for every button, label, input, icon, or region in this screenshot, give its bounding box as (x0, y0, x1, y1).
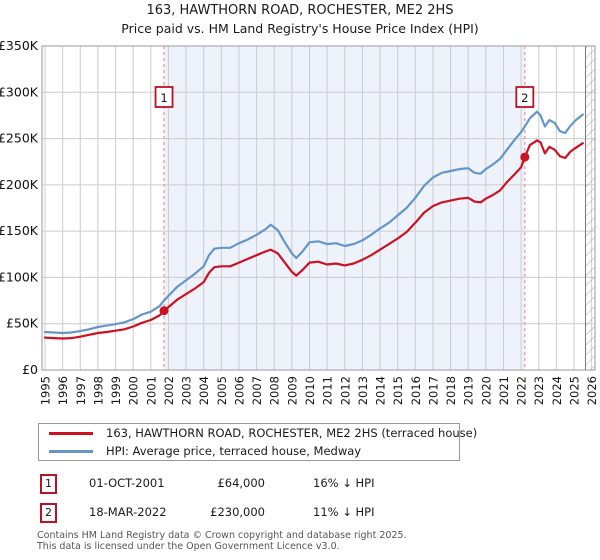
x-tick-label: 2003 (180, 376, 194, 405)
y-tick-label: £200K (0, 177, 39, 192)
transaction-2-price: £230,000 (210, 505, 265, 519)
license-footer: Contains HM Land Registry data © Crown c… (37, 530, 597, 552)
x-tick-label: 2001 (144, 376, 158, 405)
x-tick-label: 2025 (568, 376, 582, 405)
x-tick-label: 1996 (56, 376, 70, 405)
x-tick-label: 2014 (374, 376, 388, 405)
sale-marker-box-2 (515, 86, 535, 108)
legend-label-hpi: HPI: Average price, terraced house, Medw… (106, 444, 362, 458)
x-tick-label: 2004 (197, 376, 211, 405)
x-tick-label: 2017 (426, 376, 440, 405)
y-tick-label: £100K (0, 269, 39, 284)
transaction-1-price: £64,000 (217, 476, 265, 490)
y-tick-label: £350K (0, 38, 39, 53)
chart-title: 163, HAWTHORN ROAD, ROCHESTER, ME2 2HS (146, 3, 454, 18)
x-tick-label: 2015 (391, 376, 405, 405)
legend-label-property: 163, HAWTHORN ROAD, ROCHESTER, ME2 2HS (… (106, 426, 478, 440)
footer-line-1: Contains HM Land Registry data © Crown c… (37, 530, 407, 541)
y-tick-label: £50K (6, 316, 39, 331)
sale-dot-2 (520, 152, 530, 162)
y-tick-label: £150K (0, 223, 39, 238)
x-tick-label: 2000 (127, 376, 141, 405)
future-hatch-region (585, 46, 595, 370)
price-history-chart: 1 2 £0 £50K £100K £150K £200K £250K £300K £350K 19… (0, 38, 599, 405)
legend-item-property: 163, HAWTHORN ROAD, ROCHESTER, ME2 2HS (… (39, 426, 477, 441)
x-tick-label: 1995 (38, 376, 52, 405)
transaction-row-2: 2 18-MAR-2022 £230,000 11% ↓ HPI (0, 503, 600, 523)
transaction-2-vs-hpi: 11% ↓ HPI (313, 505, 375, 519)
plot-border (41, 45, 596, 371)
property-price-line (43, 139, 584, 340)
x-tick-label: 2019 (462, 376, 476, 405)
x-tick-label: 2005 (215, 376, 229, 405)
sale-dot-1 (159, 306, 169, 316)
hpi-line-swatch (49, 449, 93, 453)
x-tick-label: 2024 (550, 376, 564, 405)
x-tick-label: 2020 (479, 376, 493, 405)
y-tick-label: £300K (0, 84, 39, 99)
sale-marker-number-2: 2 (521, 91, 528, 105)
x-tick-label: 2023 (532, 376, 546, 405)
hpi-line (43, 110, 584, 335)
x-tick-label: 2012 (338, 376, 352, 405)
x-tick-label: 2021 (497, 376, 511, 405)
x-tick-label: 2016 (409, 376, 423, 405)
x-tick-label: 2018 (444, 376, 458, 405)
x-tick-label: 1998 (91, 376, 105, 405)
sale-marker-box-1 (154, 86, 174, 108)
sale-marker-number-1: 1 (160, 91, 167, 105)
x-tick-label: 1999 (109, 376, 123, 405)
footer-line-2: This data is licensed under the Open Gov… (37, 541, 340, 552)
property-line-swatch (49, 431, 93, 435)
transaction-2-date: 18-MAR-2022 (89, 505, 167, 519)
x-tick-label: 1997 (74, 376, 88, 405)
x-tick-label: 2013 (356, 376, 370, 405)
x-tick-label: 2009 (285, 376, 299, 405)
transaction-2-marker: 2 (40, 503, 57, 523)
x-tick-label: 2010 (303, 376, 317, 405)
x-tick-label: 2008 (268, 376, 282, 405)
x-tick-label: 2007 (250, 376, 264, 405)
x-tick-label: 2026 (585, 376, 599, 405)
x-tick-label: 2006 (232, 376, 246, 405)
x-tick-label: 2002 (162, 376, 176, 405)
x-tick-label: 2011 (321, 376, 335, 405)
legend-item-hpi: HPI: Average price, terraced house, Medw… (39, 444, 459, 459)
transaction-row-1: 1 01-OCT-2001 £64,000 16% ↓ HPI (0, 474, 600, 494)
transaction-1-marker: 1 (40, 474, 57, 494)
x-tick-label: 2022 (515, 376, 529, 405)
transaction-1-date: 01-OCT-2001 (89, 476, 165, 490)
chart-subtitle: Price paid vs. HM Land Registry's House … (121, 21, 479, 36)
y-tick-label: £0 (22, 362, 38, 377)
chart-legend: 163, HAWTHORN ROAD, ROCHESTER, ME2 2HS (… (38, 423, 477, 461)
y-tick-label: £250K (0, 131, 39, 146)
transaction-1-vs-hpi: 16% ↓ HPI (313, 476, 375, 490)
